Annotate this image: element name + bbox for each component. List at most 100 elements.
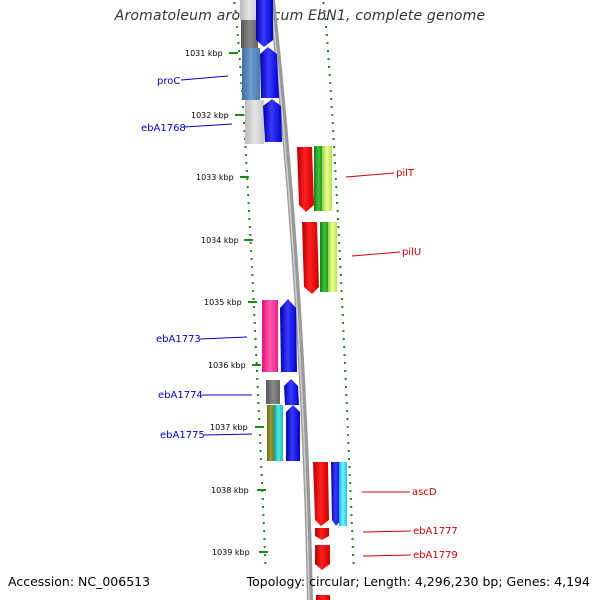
tick-label: 1032 kbp [191,111,229,120]
left-strand-genes [240,0,300,461]
gene-label-ebA1774[interactable]: ebA1774 [158,390,203,401]
track-dot [325,26,327,28]
gene-label-ebA1777[interactable]: ebA1777 [413,526,458,537]
track-dot [346,418,349,420]
gene-block [316,595,330,600]
track-dot [244,154,247,156]
tick-label: 1036 kbp [208,361,246,370]
track-dot [344,378,347,380]
track-dot [247,194,250,196]
gene-ebA1768 [245,100,264,144]
gene-arrow [263,99,282,142]
tick-label: 1037 kbp [210,423,248,432]
genome-title: Aromatoleum aromaticum EbN1, complete ge… [114,8,486,24]
track-dot [352,562,355,564]
track-dot [261,482,263,484]
track-dot [256,370,258,372]
track-dot [351,546,354,548]
genome-backbone [269,0,313,600]
left-gene-labels: proC ebA1768 ebA1773 ebA1774 ebA1775 [141,75,253,441]
track-dot [334,162,336,164]
gene-block [328,222,337,292]
tick-label: 1035 kbp [204,298,242,307]
track-dot [329,90,332,92]
gene-block [314,146,323,211]
track-dot [328,74,331,76]
gene-label-ebA1768[interactable]: ebA1768 [141,123,186,134]
genome-summary-text: Topology: circular; Length: 4,296,230 bp… [246,574,590,589]
leader-line [362,530,412,533]
track-dot [339,266,342,268]
track-dot [233,2,236,4]
track-dot [345,402,348,404]
track-dot [252,306,255,308]
track-dot [346,410,349,412]
track-dot [263,546,266,548]
gene-arrow [260,47,279,98]
track-dot [256,378,259,380]
leader-line [362,554,412,557]
track-dot [339,274,342,276]
track-dot [252,298,255,300]
gene-label-ebA1779[interactable]: ebA1779 [413,550,458,561]
track-dot [263,530,266,532]
tick-label: 1034 kbp [201,236,239,245]
track-dot [260,466,263,468]
track-dot [332,138,335,140]
track-dot [338,242,341,244]
gene-ascD [313,462,329,526]
gene-ebA1779 [315,545,330,570]
track-dot [339,258,341,260]
gene-arrow [280,299,297,372]
tick-label: 1039 kbp [212,548,250,557]
track-dot [349,498,352,500]
track-dot [346,426,349,428]
gene-pilU [302,222,319,294]
track-dot [340,282,343,284]
gene-ebA1773 [262,300,278,372]
gene-proC [242,48,260,100]
left-tick-track [233,2,267,564]
track-dot [255,354,258,356]
track-dot [345,394,348,396]
track-dot [238,50,241,52]
gene-block [241,20,258,48]
gene-label-pilU[interactable]: pilU [402,247,421,258]
leader-line [183,123,233,128]
track-dot [253,314,256,316]
gene-arrow [284,379,299,405]
track-dot [260,474,263,476]
track-dot [343,354,346,356]
track-dot [254,338,257,340]
track-dot [342,330,345,332]
track-dot [239,66,242,68]
track-dot [259,458,262,460]
gene-label-proC[interactable]: proC [157,76,180,87]
track-dot [240,82,243,84]
track-dot [263,538,266,540]
gene-arrow [256,0,273,47]
track-dot [322,2,325,4]
track-dot [343,346,346,348]
track-dot [254,346,257,348]
track-dot [349,482,352,484]
gene-label-pilT[interactable]: pilT [396,168,415,179]
accession-text: Accession: NC_006513 [8,574,151,589]
gene-label-ebA1775[interactable]: ebA1775 [160,430,205,441]
track-dot [248,218,251,220]
track-dot [350,506,353,508]
track-dot [327,50,329,52]
gene-label-ascD[interactable]: ascD [412,487,437,498]
track-dot [333,146,336,148]
track-dot [325,34,328,36]
track-dot [258,418,261,420]
track-dot [252,290,255,292]
gene-label-ebA1773[interactable]: ebA1773 [156,334,201,345]
gene-block [322,146,332,211]
track-dot [234,10,237,12]
track-dot [251,274,254,276]
track-dot [259,450,262,452]
track-dot [343,362,346,364]
track-dot [337,218,339,220]
right-strand-genes [297,146,347,600]
